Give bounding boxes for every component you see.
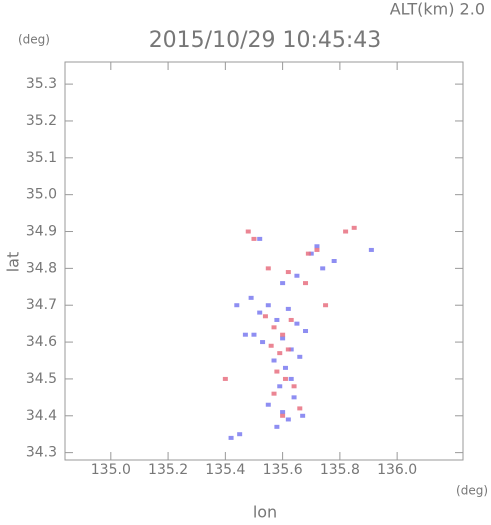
echo-cell: [257, 236, 263, 241]
echo-cell: [291, 395, 297, 400]
echo-cell: [368, 247, 374, 252]
echo-cell: [300, 413, 306, 418]
echo-cell: [280, 410, 286, 415]
echo-cell: [262, 314, 268, 319]
chart-title: 2015/10/29 10:45:43: [149, 28, 382, 53]
x-tick-label: 136.0: [377, 462, 417, 478]
echo-cell: [271, 325, 277, 330]
echo-cell: [320, 266, 326, 271]
echo-cell: [280, 413, 286, 418]
x-tick-label: 135.8: [320, 462, 360, 478]
echo-cell: [282, 365, 288, 370]
y-tick-label: 34.7: [26, 297, 57, 313]
echo-cell: [222, 376, 228, 381]
echo-cell: [297, 354, 303, 359]
echo-cell: [280, 336, 286, 341]
y-tick-label: 34.9: [26, 224, 57, 240]
echo-cell: [265, 303, 271, 308]
echo-cell: [251, 236, 257, 241]
x-unit: (deg): [456, 484, 488, 498]
echo-cell: [285, 347, 291, 352]
echo-cell: [305, 251, 311, 256]
echo-cell: [274, 317, 280, 322]
echo-cell: [271, 358, 277, 363]
echo-cell: [280, 332, 286, 337]
y-tick-label: 34.4: [26, 408, 57, 424]
echo-cell: [288, 376, 294, 381]
y-tick-label: 35.0: [26, 187, 57, 203]
echo-cell: [245, 229, 251, 234]
echo-cell: [303, 281, 309, 286]
echo-cell: [314, 247, 320, 252]
echo-cell: [265, 266, 271, 271]
x-axis-label: lon: [253, 503, 277, 522]
y-tick-label: 35.1: [26, 150, 57, 166]
echo-cell: [257, 310, 263, 315]
echo-cell: [297, 406, 303, 411]
echo-cell: [308, 251, 314, 256]
x-tick-label: 135.2: [148, 462, 188, 478]
echo-cell: [291, 384, 297, 389]
echo-cell: [242, 332, 248, 337]
y-tick-label: 35.2: [26, 113, 57, 129]
echo-cell: [288, 347, 294, 352]
y-tick-label: 34.5: [26, 371, 57, 387]
echo-cell: [280, 281, 286, 286]
echo-cell: [314, 244, 320, 249]
echo-cell: [343, 229, 349, 234]
echo-cell: [271, 391, 277, 396]
echo-cell: [237, 432, 243, 437]
echo-cell: [277, 384, 283, 389]
echo-cell: [351, 225, 357, 230]
y-tick-label: 34.6: [26, 334, 57, 350]
echo-cell: [294, 273, 300, 278]
echo-cell: [323, 303, 329, 308]
echo-cell: [285, 417, 291, 422]
echo-cell: [282, 376, 288, 381]
y-tick-label: 34.3: [26, 445, 57, 461]
altitude-label: ALT(km) 2.0: [390, 0, 485, 19]
echo-cell: [268, 343, 274, 348]
echo-cell: [274, 369, 280, 374]
plot-frame: [64, 61, 464, 461]
echo-cell: [260, 340, 266, 345]
echo-cell: [265, 402, 271, 407]
echo-cell: [248, 295, 254, 300]
y-tick-label: 34.8: [26, 260, 57, 276]
y-axis-label: lat: [4, 252, 23, 273]
echo-cell: [277, 351, 283, 356]
echo-cell: [294, 321, 300, 326]
echo-cell: [285, 270, 291, 275]
echo-cell: [234, 303, 240, 308]
echo-cell: [331, 259, 337, 263]
y-unit: (deg): [18, 33, 50, 47]
echo-cell: [251, 332, 257, 337]
echo-cell: [285, 306, 291, 311]
x-tick-label: 135.0: [91, 462, 131, 478]
x-tick-label: 135.6: [263, 462, 303, 478]
echo-cell: [274, 424, 280, 429]
y-tick-label: 35.3: [26, 76, 57, 92]
x-tick-label: 135.4: [205, 462, 245, 478]
echo-cell: [288, 317, 294, 322]
echo-cell: [303, 329, 309, 334]
echo-cell: [228, 435, 234, 440]
